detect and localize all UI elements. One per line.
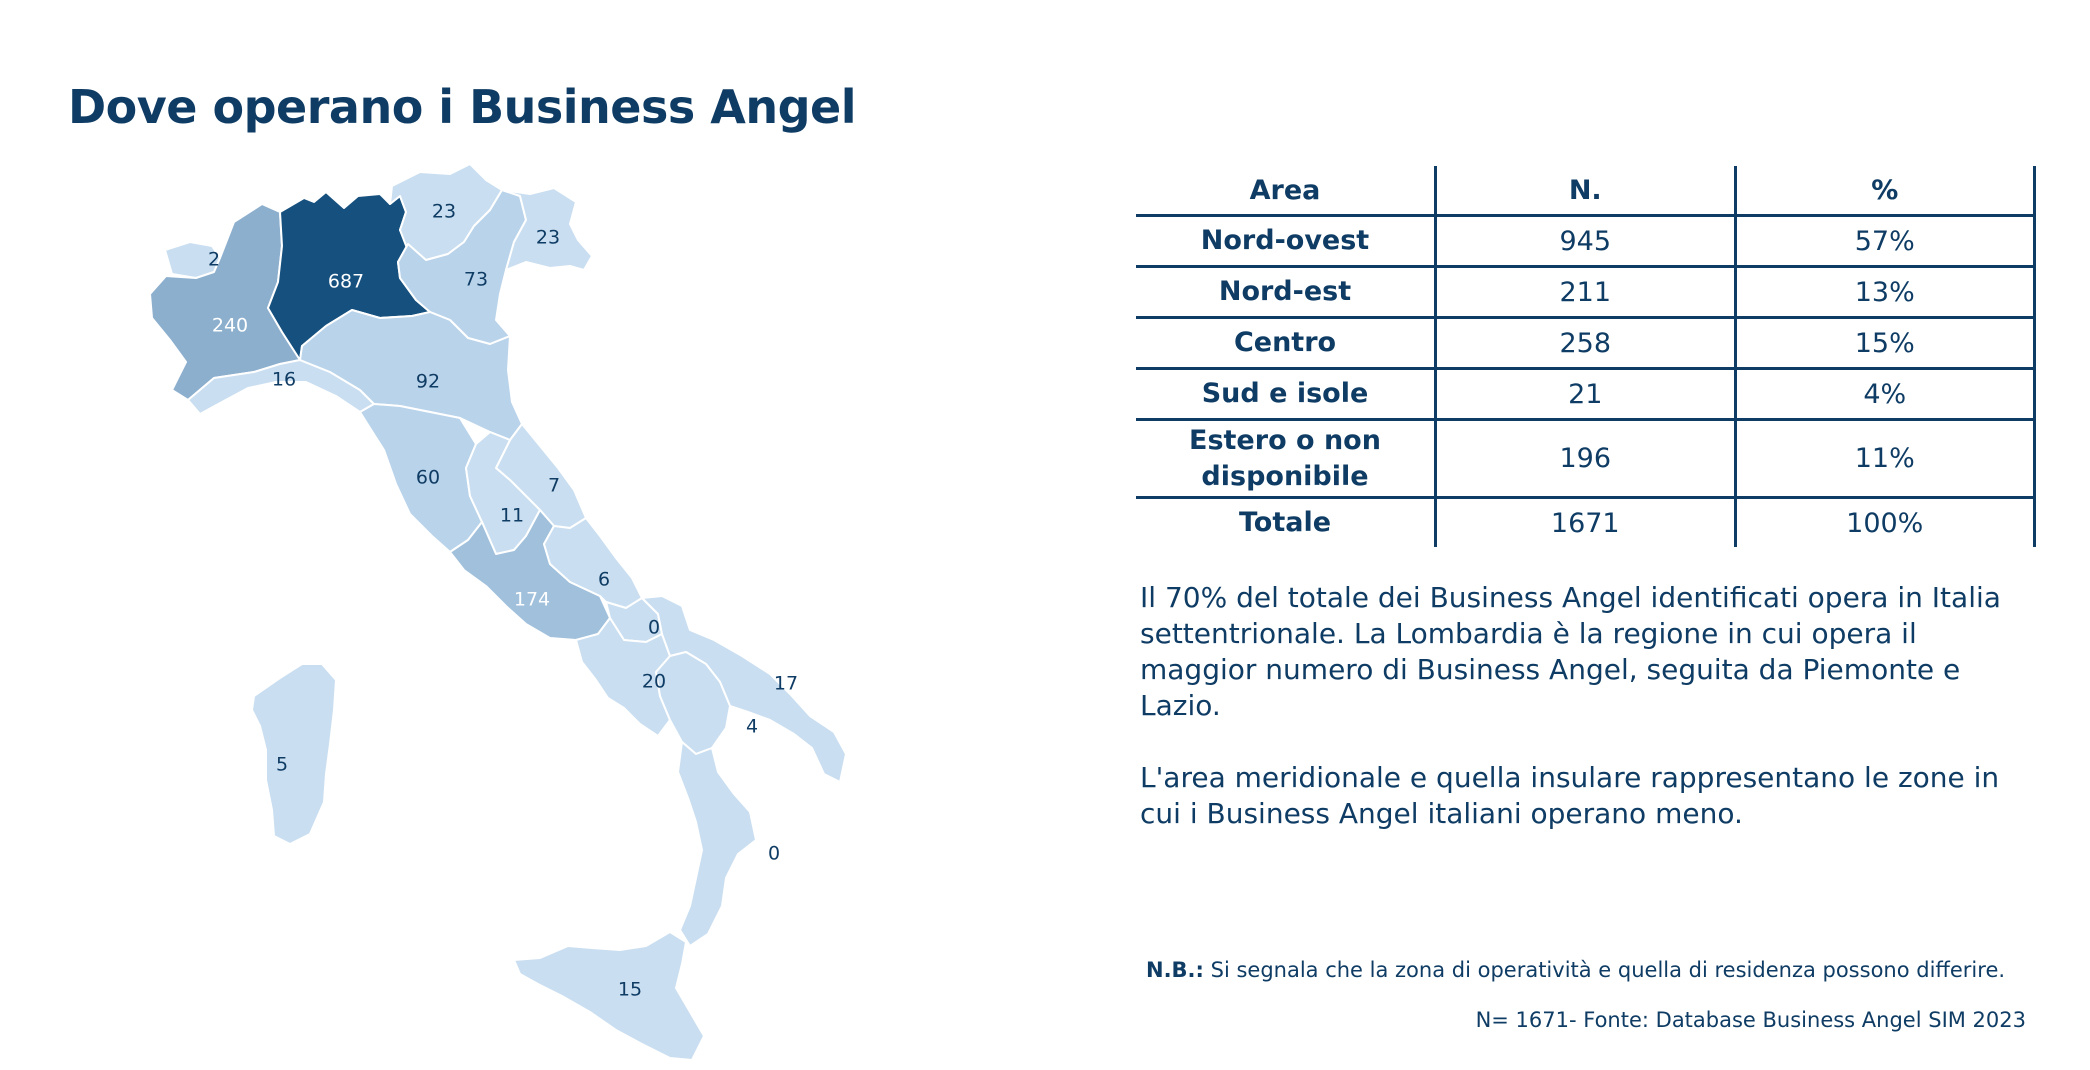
italy-regions-map: 2 240 687 23 73 23 16 92 60 7 11 174 6 0… [130, 150, 930, 1070]
row-area: Nord-est [1136, 266, 1436, 319]
label-basilicata: 4 [746, 716, 758, 738]
row-pct: 100% [1733, 497, 2036, 547]
label-lazio: 174 [514, 589, 550, 611]
label-abruzzo: 6 [598, 569, 610, 591]
row-area: Estero o non disponibile [1136, 419, 1436, 499]
table-row-total: Totale 1671 100% [1136, 497, 2036, 547]
label-umbria: 11 [500, 505, 524, 527]
row-area: Nord-ovest [1136, 215, 1436, 268]
note-label: N.B.: [1146, 958, 1204, 982]
label-veneto: 73 [464, 269, 488, 291]
region-friuli [501, 187, 593, 271]
region-emilia [299, 309, 523, 441]
page-title: Dove operano i Business Angel [68, 80, 857, 134]
label-friuli: 23 [536, 227, 560, 249]
label-emilia: 92 [416, 371, 440, 393]
label-toscana: 60 [416, 467, 440, 489]
region-sardegna [251, 663, 337, 845]
area-summary-table: Area N. % Nord-ovest 945 57% Nord-est 21… [1136, 166, 2036, 547]
row-n: 21 [1434, 368, 1735, 421]
row-n: 258 [1434, 317, 1735, 370]
table-row: Centro 258 15% [1136, 317, 2036, 370]
label-lombardia: 687 [328, 271, 364, 293]
row-pct: 11% [1733, 419, 2036, 499]
row-n: 1671 [1434, 497, 1735, 547]
table-row: Nord-ovest 945 57% [1136, 215, 2036, 268]
row-area: Totale [1238, 507, 1332, 538]
table-header-row: Area N. % [1136, 166, 2036, 217]
table-row: Estero o non disponibile 196 11% [1136, 419, 2036, 499]
row-pct: 15% [1733, 317, 2036, 370]
row-pct: 57% [1733, 215, 2036, 268]
header-pct: % [1733, 166, 2036, 217]
label-molise: 0 [648, 617, 660, 639]
row-n: 945 [1434, 215, 1735, 268]
table-row: Nord-est 211 13% [1136, 266, 2036, 319]
description-paragraph-2: L'area meridionale e quella insulare rap… [1140, 761, 2000, 830]
description: Il 70% del totale dei Business Angel ide… [1140, 580, 2030, 868]
note-text: Si segnala che la zona di operatività e … [1203, 958, 2006, 982]
row-n: 211 [1434, 266, 1735, 319]
description-paragraph-1: Il 70% del totale dei Business Angel ide… [1140, 581, 2001, 722]
label-marche: 7 [548, 475, 560, 497]
label-campania: 20 [642, 671, 666, 693]
region-calabria [677, 741, 757, 947]
label-puglia: 17 [774, 673, 798, 695]
italy-map-svg: 2 240 687 23 73 23 16 92 60 7 11 174 6 0… [149, 163, 847, 1061]
note: N.B.: Si segnala che la zona di operativ… [1146, 958, 2005, 982]
label-calabria: 0 [768, 843, 780, 865]
label-valle-daosta: 2 [208, 249, 220, 271]
region-sicilia [513, 931, 705, 1061]
row-area: Centro [1136, 317, 1436, 370]
row-area: Sud e isole [1136, 368, 1436, 421]
source-note: N= 1671- Fonte: Database Business Angel … [1475, 1008, 2026, 1032]
row-pct: 4% [1733, 368, 2036, 421]
header-n: N. [1434, 166, 1735, 217]
table-row: Sud e isole 21 4% [1136, 368, 2036, 421]
label-trentino: 23 [432, 201, 456, 223]
row-n: 196 [1434, 419, 1735, 499]
row-pct: 13% [1733, 266, 2036, 319]
label-sardegna: 5 [276, 754, 288, 776]
label-sicilia: 15 [618, 979, 642, 1001]
header-area: Area [1136, 166, 1436, 217]
label-piemonte: 240 [212, 315, 248, 337]
label-liguria: 16 [272, 369, 296, 391]
